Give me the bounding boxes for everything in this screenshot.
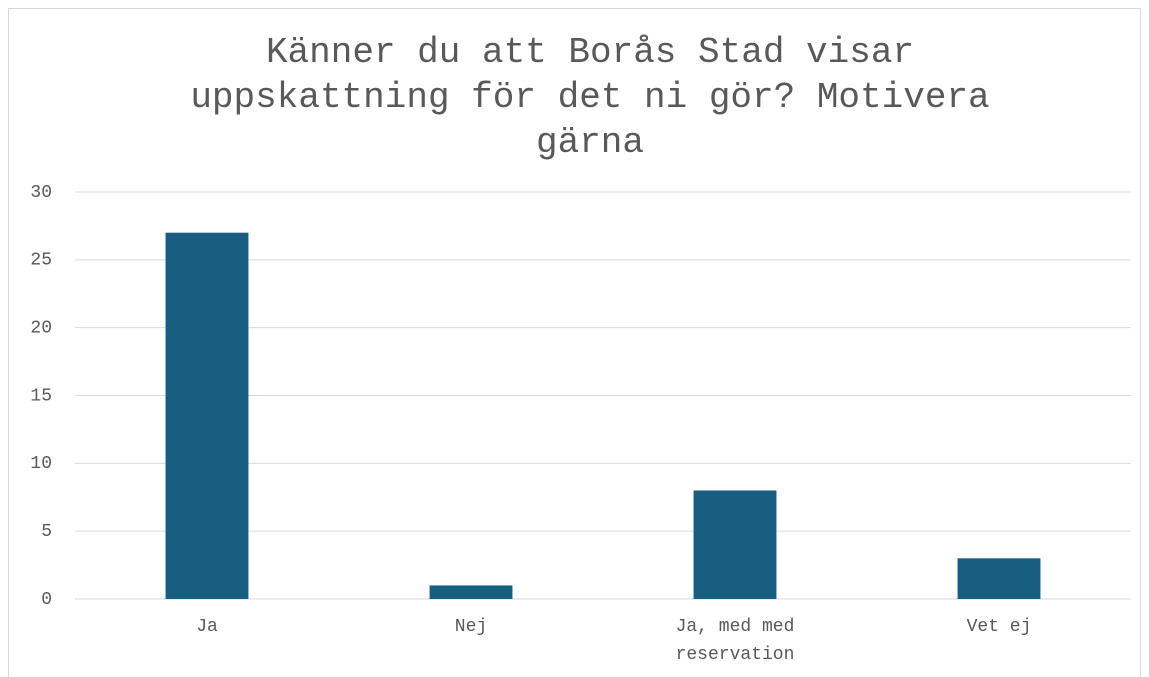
y-tick-label: 25: [30, 251, 52, 271]
bar: [957, 558, 1041, 599]
x-tick-label: Vet ej: [966, 617, 1032, 637]
y-tick-label: 0: [41, 590, 52, 610]
bar: [165, 232, 249, 599]
y-tick-label: 5: [41, 522, 52, 542]
y-tick-label: 15: [30, 386, 52, 406]
x-tick-label: Ja: [196, 617, 218, 637]
chart-border: [8, 8, 1141, 677]
chart-title: Känner du att Borås Stad visar uppskattn…: [190, 32, 990, 163]
x-tick-label: Ja, med med reservation: [675, 617, 795, 665]
y-tick-label: 30: [30, 183, 52, 203]
x-tick-label: Nej: [454, 617, 488, 637]
y-tick-label: 10: [30, 454, 52, 474]
y-tick-label: 20: [30, 318, 52, 338]
bar: [429, 585, 513, 599]
bar: [693, 490, 777, 599]
